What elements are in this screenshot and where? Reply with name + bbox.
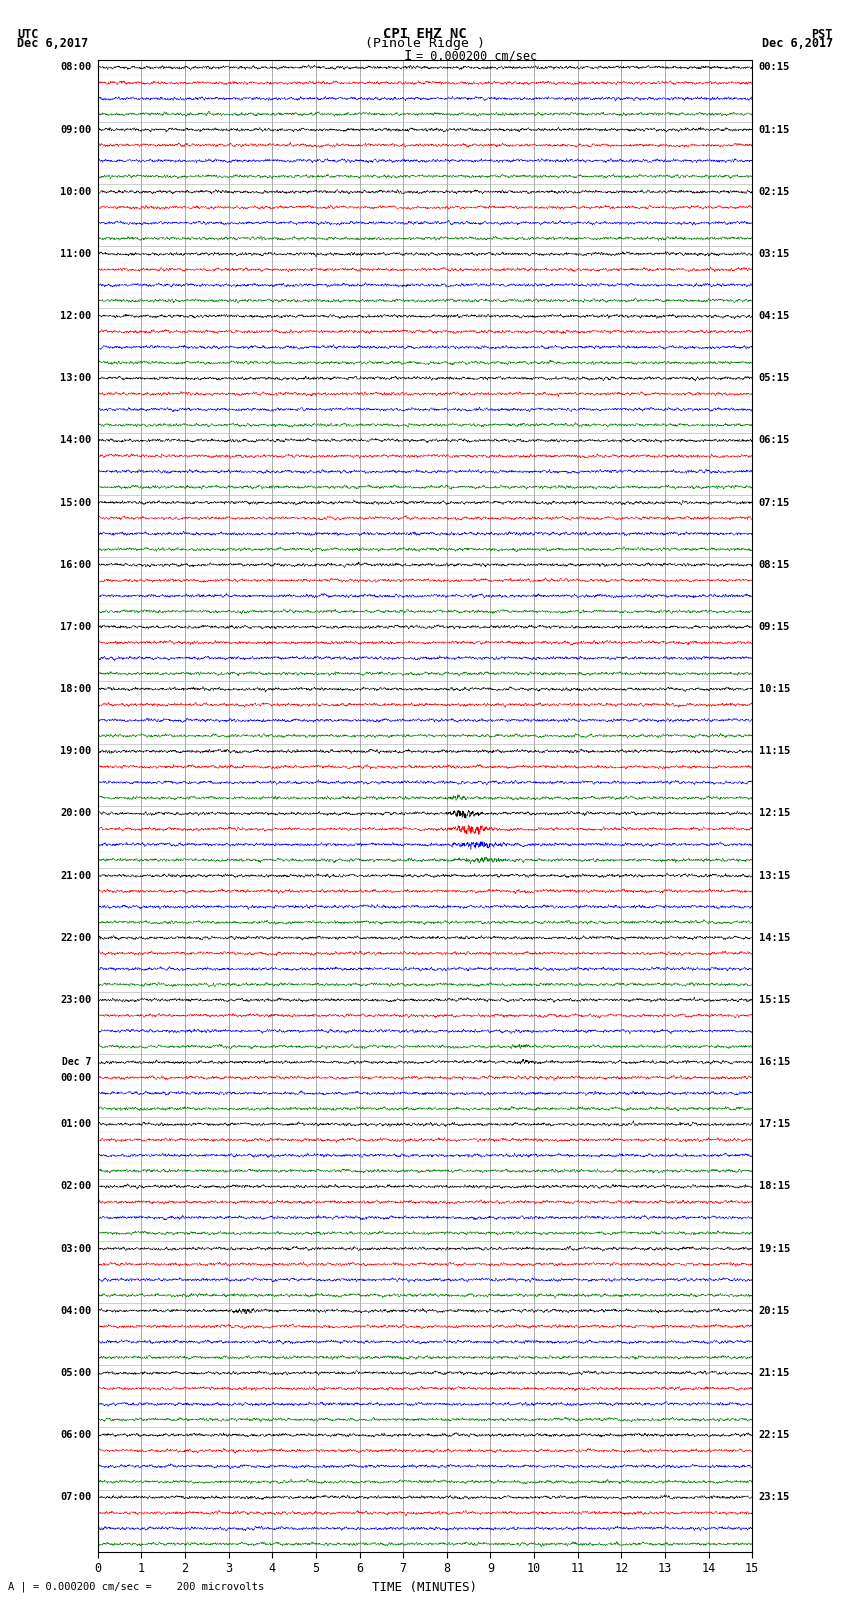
Text: 03:00: 03:00 [60, 1244, 91, 1253]
Text: 17:15: 17:15 [759, 1119, 790, 1129]
Text: Dec 6,2017: Dec 6,2017 [17, 37, 88, 50]
Text: 00:00: 00:00 [60, 1073, 91, 1082]
Text: 09:00: 09:00 [60, 124, 91, 134]
Text: 22:15: 22:15 [759, 1431, 790, 1440]
Text: 17:00: 17:00 [60, 623, 91, 632]
X-axis label: TIME (MINUTES): TIME (MINUTES) [372, 1581, 478, 1594]
Text: UTC: UTC [17, 27, 38, 40]
Text: 01:15: 01:15 [759, 124, 790, 134]
Text: 16:15: 16:15 [759, 1057, 790, 1068]
Text: Dec 7: Dec 7 [62, 1057, 91, 1068]
Text: PST: PST [812, 27, 833, 40]
Text: 19:15: 19:15 [759, 1244, 790, 1253]
Text: 05:00: 05:00 [60, 1368, 91, 1378]
Text: 19:00: 19:00 [60, 747, 91, 756]
Text: 04:00: 04:00 [60, 1307, 91, 1316]
Text: 08:00: 08:00 [60, 63, 91, 73]
Text: 10:15: 10:15 [759, 684, 790, 694]
Text: 09:15: 09:15 [759, 623, 790, 632]
Text: 23:15: 23:15 [759, 1492, 790, 1502]
Text: 21:00: 21:00 [60, 871, 91, 881]
Text: 22:00: 22:00 [60, 932, 91, 944]
Text: 10:00: 10:00 [60, 187, 91, 197]
Text: 13:15: 13:15 [759, 871, 790, 881]
Text: (Pinole Ridge ): (Pinole Ridge ) [365, 37, 485, 50]
Text: 21:15: 21:15 [759, 1368, 790, 1378]
Text: Dec 6,2017: Dec 6,2017 [762, 37, 833, 50]
Text: 01:00: 01:00 [60, 1119, 91, 1129]
Text: 04:15: 04:15 [759, 311, 790, 321]
Text: A | = 0.000200 cm/sec =    200 microvolts: A | = 0.000200 cm/sec = 200 microvolts [8, 1581, 264, 1592]
Text: 11:00: 11:00 [60, 248, 91, 260]
Text: 02:15: 02:15 [759, 187, 790, 197]
Text: 03:15: 03:15 [759, 248, 790, 260]
Text: 05:15: 05:15 [759, 373, 790, 384]
Text: 18:15: 18:15 [759, 1181, 790, 1192]
Text: 18:00: 18:00 [60, 684, 91, 694]
Text: 14:00: 14:00 [60, 436, 91, 445]
Text: 07:15: 07:15 [759, 498, 790, 508]
Text: 15:15: 15:15 [759, 995, 790, 1005]
Text: 15:00: 15:00 [60, 498, 91, 508]
Text: 14:15: 14:15 [759, 932, 790, 944]
Text: 11:15: 11:15 [759, 747, 790, 756]
Text: 08:15: 08:15 [759, 560, 790, 569]
Text: CPI EHZ NC: CPI EHZ NC [383, 27, 467, 40]
Text: 13:00: 13:00 [60, 373, 91, 384]
Text: 20:00: 20:00 [60, 808, 91, 818]
Text: = 0.000200 cm/sec: = 0.000200 cm/sec [416, 48, 537, 63]
Text: 02:00: 02:00 [60, 1181, 91, 1192]
Text: 12:15: 12:15 [759, 808, 790, 818]
Text: 07:00: 07:00 [60, 1492, 91, 1502]
Text: 12:00: 12:00 [60, 311, 91, 321]
Text: 20:15: 20:15 [759, 1307, 790, 1316]
Text: I: I [404, 48, 412, 63]
Text: 06:15: 06:15 [759, 436, 790, 445]
Text: 00:15: 00:15 [759, 63, 790, 73]
Text: 06:00: 06:00 [60, 1431, 91, 1440]
Text: 16:00: 16:00 [60, 560, 91, 569]
Text: 23:00: 23:00 [60, 995, 91, 1005]
